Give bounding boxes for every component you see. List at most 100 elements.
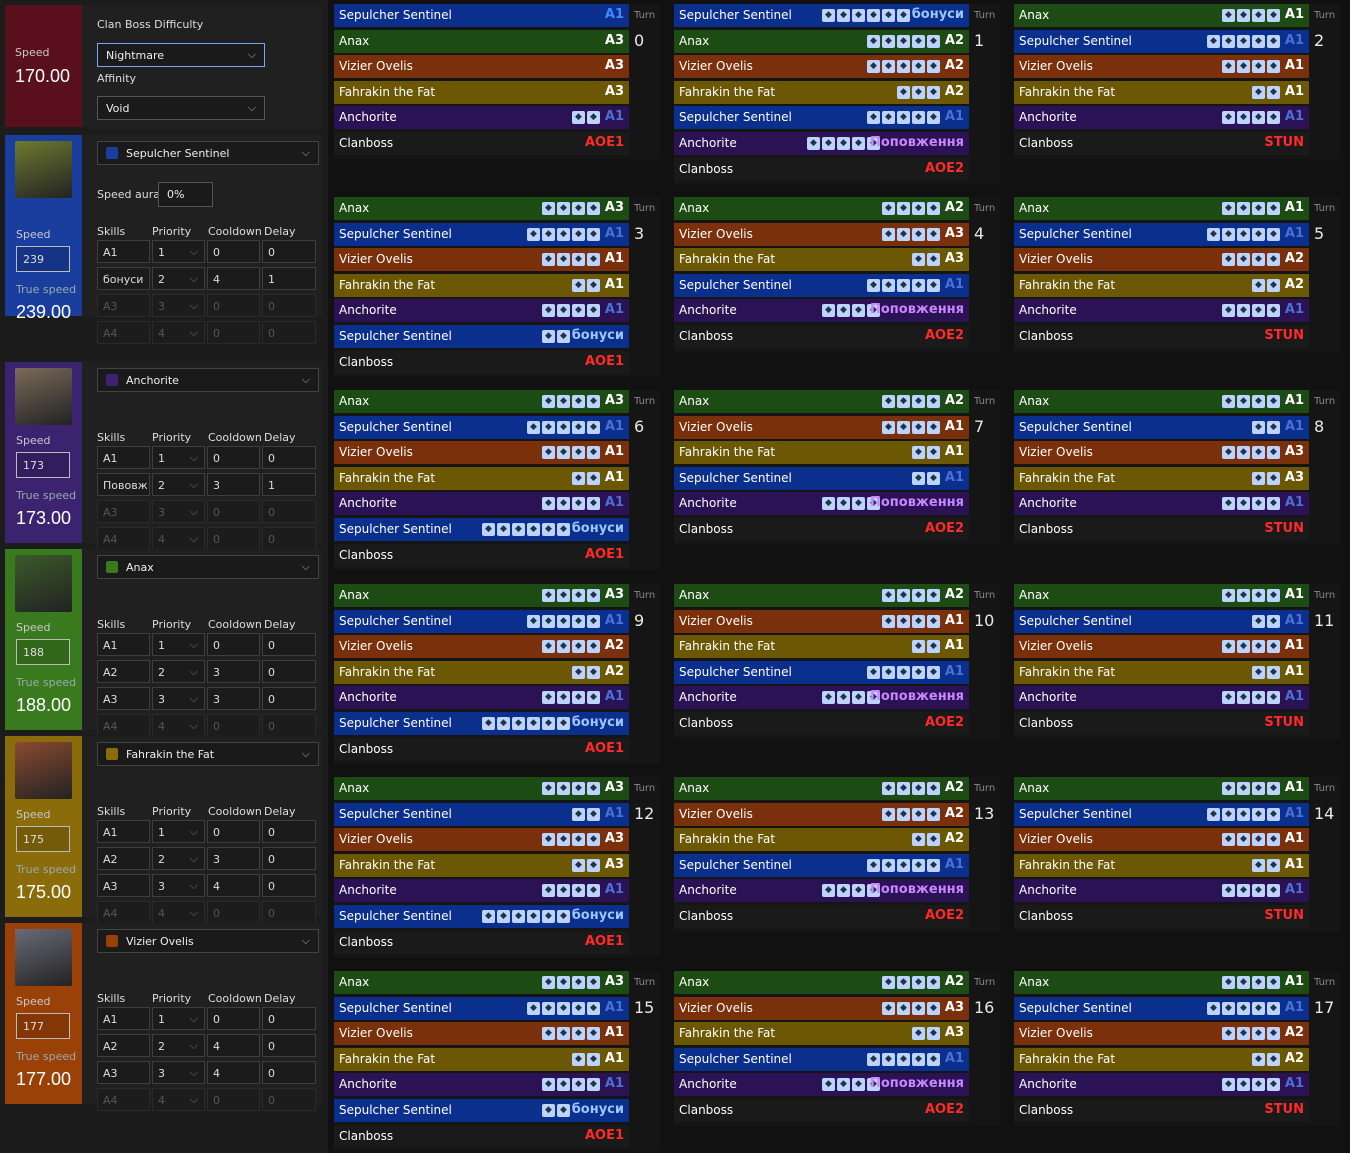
speed-input[interactable]: 188 bbox=[16, 639, 70, 665]
buff-icon: ◆ bbox=[1252, 304, 1265, 318]
delay-input[interactable]: 0 bbox=[262, 1061, 316, 1084]
buff-icon: ◆ bbox=[587, 858, 600, 872]
skill-label: A1 bbox=[944, 612, 964, 628]
difficulty-select[interactable]: Nightmare ⌵ bbox=[97, 43, 265, 67]
cooldown-input[interactable]: 3 bbox=[207, 687, 260, 710]
buff-icon: ◆ bbox=[1252, 782, 1265, 795]
cooldown-input[interactable]: 0 bbox=[207, 1007, 260, 1030]
cooldown-input[interactable]: 4 bbox=[207, 874, 260, 897]
turn-row: Fahrakin the Fat A3 bbox=[334, 80, 629, 104]
cooldown-header: Cooldown bbox=[208, 805, 262, 818]
priority-select[interactable]: 1 ⌵ bbox=[152, 820, 205, 843]
skill-name[interactable]: A1 bbox=[97, 446, 150, 469]
delay-input[interactable]: 0 bbox=[262, 847, 316, 870]
champion-name: Anchorite bbox=[126, 374, 179, 387]
cooldown-input[interactable]: 0 bbox=[207, 633, 260, 656]
affinity-select[interactable]: Void ⌵ bbox=[97, 96, 265, 120]
skill-label: A3 bbox=[604, 831, 624, 847]
priority-select: 4 ⌵ bbox=[152, 321, 205, 344]
cooldown-input: 0 bbox=[207, 321, 260, 344]
cooldown-input[interactable]: 3 bbox=[207, 473, 260, 496]
delay-input[interactable]: 0 bbox=[262, 687, 316, 710]
champion-name: Anchorite bbox=[1019, 690, 1077, 705]
priority-select[interactable]: 3 ⌵ bbox=[152, 1061, 205, 1084]
delay-input[interactable]: 0 bbox=[262, 660, 316, 683]
cooldown-input[interactable]: 0 bbox=[207, 820, 260, 843]
priority-select[interactable]: 1 ⌵ bbox=[152, 633, 205, 656]
skill-row: A3 3 ⌵ 4 0 bbox=[97, 1061, 316, 1084]
delay-input[interactable]: 0 bbox=[262, 1034, 316, 1057]
champion-select[interactable]: Anax ⌵ bbox=[97, 555, 319, 579]
priority-select[interactable]: 2 ⌵ bbox=[152, 660, 205, 683]
delay-input[interactable]: 0 bbox=[262, 633, 316, 656]
cooldown-input[interactable]: 4 bbox=[207, 267, 260, 290]
priority-select[interactable]: 2 ⌵ bbox=[152, 1034, 205, 1057]
cooldown-input[interactable]: 4 bbox=[207, 1061, 260, 1084]
buff-icon: ◆ bbox=[527, 523, 540, 536]
delay-input[interactable]: 0 bbox=[262, 820, 316, 843]
turn-number: 7 bbox=[974, 417, 985, 436]
champion-select[interactable]: Sepulcher Sentinel ⌵ bbox=[97, 141, 319, 165]
cooldown-input[interactable]: 4 bbox=[207, 1034, 260, 1057]
skill-label: A2 bbox=[944, 32, 964, 48]
buff-icon: ◆ bbox=[1252, 9, 1265, 22]
cooldown-input[interactable]: 3 bbox=[207, 660, 260, 683]
skill-name[interactable]: A2 bbox=[97, 660, 150, 683]
skill-name[interactable]: бонуси bbox=[97, 267, 150, 290]
delay-input[interactable]: 0 bbox=[262, 1007, 316, 1030]
priority-select[interactable]: 1 ⌵ bbox=[152, 446, 205, 469]
skills-header: Skills bbox=[97, 992, 126, 1005]
priority-value: 1 bbox=[158, 1013, 165, 1026]
skill-label: бонуси bbox=[571, 1102, 624, 1117]
chevron-down-icon: ⌵ bbox=[301, 146, 310, 159]
skill-name[interactable]: Пововж bbox=[97, 473, 150, 496]
skill-name[interactable]: A3 bbox=[97, 874, 150, 897]
cooldown-input[interactable]: 0 bbox=[207, 446, 260, 469]
buff-icon: ◆ bbox=[1252, 446, 1265, 460]
buff-icon: ◆ bbox=[1267, 471, 1280, 485]
priority-select[interactable]: 1 ⌵ bbox=[152, 240, 205, 263]
delay-input[interactable]: 1 bbox=[262, 473, 316, 496]
priority-select[interactable]: 2 ⌵ bbox=[152, 847, 205, 870]
champion-select[interactable]: Anchorite ⌵ bbox=[97, 368, 319, 392]
priority-select[interactable]: 3 ⌵ bbox=[152, 874, 205, 897]
priority-select[interactable]: 2 ⌵ bbox=[152, 267, 205, 290]
champion-name: Sepulcher Sentinel bbox=[679, 664, 792, 679]
champion-select[interactable]: Fahrakin the Fat ⌵ bbox=[97, 742, 319, 766]
speed-input[interactable]: 175 bbox=[16, 826, 70, 852]
delay-input[interactable]: 0 bbox=[262, 446, 316, 469]
turn-row: Clanboss AOE2 bbox=[674, 518, 969, 541]
skill-label: A1 bbox=[604, 1076, 624, 1092]
skill-name[interactable]: A2 bbox=[97, 1034, 150, 1057]
delay-input[interactable]: 1 bbox=[262, 267, 316, 290]
speed-aura-input[interactable]: 0% bbox=[158, 182, 213, 207]
cooldown-input[interactable]: 0 bbox=[207, 240, 260, 263]
speed-input[interactable]: 173 bbox=[16, 452, 70, 478]
priority-select[interactable]: 1 ⌵ bbox=[152, 1007, 205, 1030]
champion-name: Anax bbox=[1019, 781, 1050, 795]
champion-name: Sepulcher Sentinel bbox=[679, 110, 792, 125]
skill-name[interactable]: A3 bbox=[97, 687, 150, 710]
buff-icon: ◆ bbox=[1267, 278, 1280, 292]
delay-input[interactable]: 0 bbox=[262, 240, 316, 263]
skill-name[interactable]: A1 bbox=[97, 633, 150, 656]
skill-name[interactable]: A2 bbox=[97, 847, 150, 870]
buff-icon: ◆ bbox=[867, 884, 880, 898]
buff-icon: ◆ bbox=[1252, 1078, 1265, 1092]
priority-select[interactable]: 2 ⌵ bbox=[152, 473, 205, 496]
buff-icons: ◆ ◆ bbox=[1252, 665, 1280, 679]
skill-name[interactable]: A1 bbox=[97, 240, 150, 263]
buff-icon: ◆ bbox=[572, 976, 585, 989]
skill-name[interactable]: A1 bbox=[97, 1007, 150, 1030]
delay-input[interactable]: 0 bbox=[262, 874, 316, 897]
cooldown-input[interactable]: 3 bbox=[207, 847, 260, 870]
speed-input[interactable]: 239 bbox=[16, 246, 70, 272]
skill-name[interactable]: A3 bbox=[97, 1061, 150, 1084]
skill-name[interactable]: A1 bbox=[97, 820, 150, 843]
champion-card: Speed 239 True speed 239.00 Sepulcher Sentin… bbox=[5, 135, 323, 344]
champion-select[interactable]: Vizier Ovelis ⌵ bbox=[97, 929, 319, 953]
speed-input[interactable]: 177 bbox=[16, 1013, 70, 1039]
buff-icon: ◆ bbox=[912, 858, 925, 872]
skill-row: A1 1 ⌵ 0 0 bbox=[97, 446, 316, 469]
priority-select[interactable]: 3 ⌵ bbox=[152, 687, 205, 710]
